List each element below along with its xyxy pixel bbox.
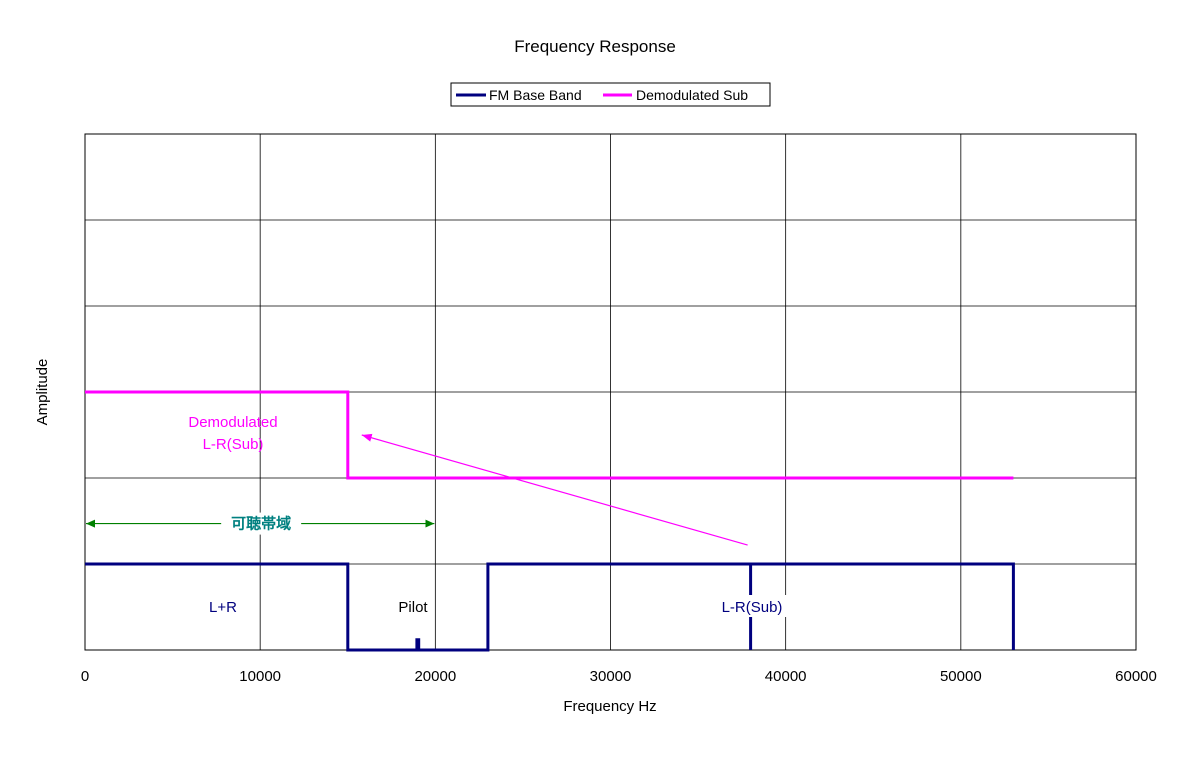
audible-band-label: 可聴帯域: [231, 515, 291, 533]
pilot-label: Pilot: [398, 599, 428, 616]
l-minus-r-label: L-R(Sub): [722, 599, 783, 616]
x-axis-label: Frequency Hz: [563, 698, 656, 715]
audible-band-label-bg: [221, 512, 302, 535]
x-tick-label: 10000: [239, 668, 281, 685]
demod-label-line2: L-R(Sub): [203, 436, 264, 453]
legend-label-fm: FM Base Band: [489, 87, 582, 103]
legend-label-demod: Demodulated Sub: [636, 87, 748, 103]
series-line-fm-base-band: [85, 562, 1015, 652]
x-tick-label: 30000: [590, 668, 632, 685]
x-tick-labels: 0 10000 20000 30000 40000 50000 60000: [81, 668, 1157, 685]
x-tick-label: 40000: [765, 668, 807, 685]
legend: FM Base Band Demodulated Sub: [450, 82, 771, 107]
x-tick-label: 50000: [940, 668, 982, 685]
l-plus-r-label: L+R: [209, 599, 237, 616]
demod-label-line1: Demodulated: [188, 414, 277, 431]
l-minus-r-label-bg: [713, 595, 791, 617]
x-tick-label: 20000: [414, 668, 456, 685]
annotations: Demodulated L-R(Sub) 可聴帯域 L+R Pilot L-R(…: [86, 414, 791, 617]
chart-title: Frequency Response: [514, 37, 676, 56]
y-axis-label: Amplitude: [34, 359, 51, 426]
x-tick-label: 0: [81, 668, 89, 685]
sub-shift-arrow: [361, 433, 748, 546]
series-line-demodulated-sub: [85, 390, 1014, 480]
x-tick-label: 60000: [1115, 668, 1157, 685]
series-lines: [85, 390, 1015, 652]
